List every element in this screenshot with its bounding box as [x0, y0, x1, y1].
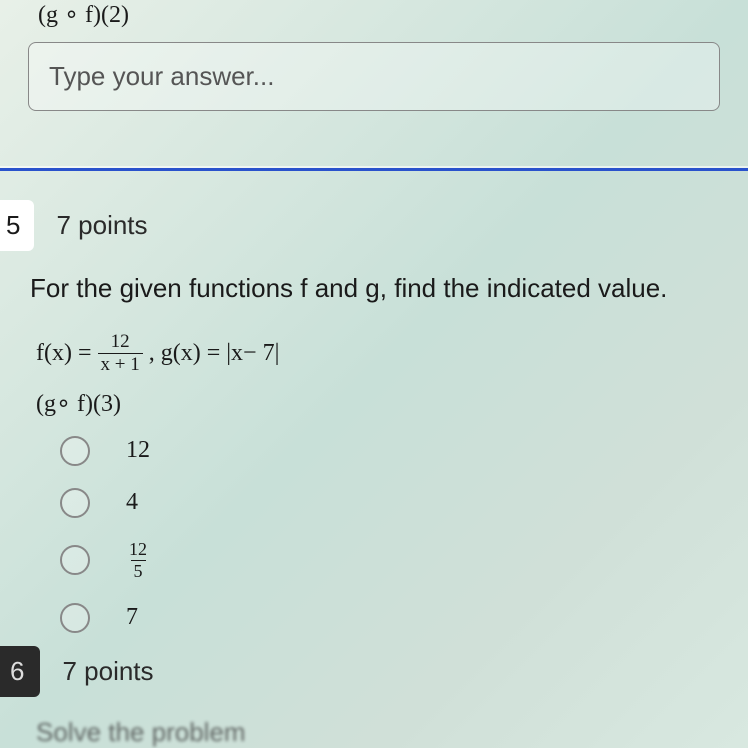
question-6-number-badge: 6 — [0, 646, 40, 697]
question-points: 7 points — [34, 200, 147, 251]
question-prompt: For the given functions f and g, find th… — [0, 271, 748, 306]
fraction-numerator: 12 — [108, 332, 133, 353]
answer-options: 12 4 12 5 7 — [0, 436, 748, 633]
option-c[interactable]: 12 5 — [60, 540, 748, 581]
question-6-points: 7 points — [40, 646, 153, 697]
gx-definition: , g(x) = |x− 7| — [149, 340, 280, 367]
answer-input[interactable] — [28, 42, 720, 111]
question-divider — [0, 168, 748, 171]
function-definitions: f(x) = 12 x + 1 , g(x) = |x− 7| — [36, 332, 748, 375]
radio-icon — [60, 545, 90, 575]
radio-icon — [60, 436, 90, 466]
option-d[interactable]: 7 — [60, 603, 748, 633]
question-header: 5 7 points — [0, 200, 748, 251]
fraction: 12 x + 1 — [98, 332, 143, 375]
question-6-prompt-partial: Solve the problem — [0, 717, 748, 748]
option-b[interactable]: 4 — [60, 488, 748, 518]
option-a-text: 12 — [126, 437, 150, 464]
question-6-block: 6 7 points Solve the problem — [0, 646, 748, 748]
math-formulas: f(x) = 12 x + 1 , g(x) = |x− 7| (g∘ f)(3… — [0, 332, 748, 418]
composition-expression: (g∘ f)(3) — [36, 389, 748, 418]
option-b-text: 4 — [126, 489, 138, 516]
option-a[interactable]: 12 — [60, 436, 748, 466]
question-number-badge: 5 — [0, 200, 34, 251]
radio-icon — [60, 488, 90, 518]
question-5-block: 5 7 points For the given functions f and… — [0, 200, 748, 633]
fx-label: f(x) = — [36, 340, 92, 367]
fraction-denominator: x + 1 — [98, 353, 143, 375]
question-6-header: 6 7 points — [0, 646, 748, 697]
option-d-text: 7 — [126, 604, 138, 631]
option-c-numerator: 12 — [126, 540, 150, 560]
option-c-denominator: 5 — [131, 560, 146, 581]
radio-icon — [60, 603, 90, 633]
option-c-fraction: 12 5 — [126, 540, 150, 581]
previous-question-expression: (g ∘ f)(2) — [38, 0, 129, 29]
answer-input-container — [28, 42, 720, 111]
